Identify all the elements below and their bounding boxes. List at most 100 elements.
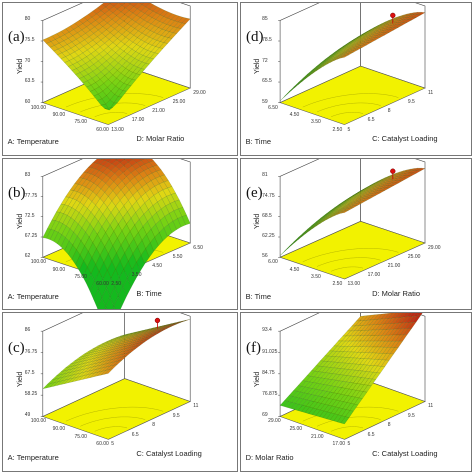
z-tick-label: 74.75 [262,192,275,199]
x-tick-label: 90.00 [52,266,66,273]
x-tick-label: 75.00 [74,119,87,126]
x-tick-label: 17.00 [332,441,346,448]
floor-contour [80,416,146,427]
z-tick-label: 63.5 [24,78,35,85]
y-tick-label: 9.5 [172,412,180,419]
z-tick-label: 59 [262,98,268,105]
surface-mesh [42,159,191,309]
x-axis-title: B: Time [245,137,272,147]
y-axis-title: B: Time [136,288,162,298]
z-tick-label: 67.25 [24,233,38,239]
panel-label: (d) [246,29,264,46]
floor-contour [94,426,128,432]
y-tick-label: 21.00 [387,263,401,269]
x-axis-title: A: Temperature [7,137,59,147]
z-axis-title: Yield [16,213,24,229]
z-axis-title: Yield [254,371,262,387]
z-tick-label: 68.5 [262,212,272,219]
y-tick-label: 11 [428,403,434,410]
y-tick-label: 11 [193,403,199,410]
x-tick-label: 3.50 [311,273,321,280]
z-tick-label: 85 [262,16,268,23]
panel-label: (f) [246,340,261,357]
z-tick-label: 77.75 [24,192,38,199]
z-axis-title: Yield [16,371,24,387]
x-tick-label: 100.00 [30,418,47,425]
y-tick-label: 6.5 [367,431,375,438]
panel-label: (e) [246,185,263,201]
y-axis-title: C: Catalyst Loading [136,449,202,459]
x-tick-label: 100.00 [30,259,47,266]
floor-plane [42,378,191,440]
x-tick-label: 3.50 [311,119,321,126]
y-axis-title: D: Molar Ratio [372,288,421,298]
panel-d: 85 78.5 72 65.5 59 6.50 4.50 3.50 2.50 5 6.5 8 9.5 11… [240,2,472,156]
surface-plot [40,159,192,309]
y-tick-label: 9.5 [407,99,415,106]
floor-contour [331,266,364,272]
surface-mesh [279,313,423,425]
panel-c: 86 76.75 67.5 58.25 49 100.00 90.00 75.00 60.00 5… [2,312,238,472]
y-tick-label: 4.50 [152,263,162,269]
design-point-marker [390,12,396,19]
panel-f: 93.4 91.025 84.75 76.875 69 29.00 25.00 21.00 17… [240,312,472,472]
z-tick-label: 91.025 [262,348,278,355]
x-tick-label: 60.00 [96,281,109,287]
x-axis-title: A: Temperature [7,291,59,301]
z-axis-title: Yield [16,58,24,74]
floor-plane [279,220,426,280]
x-tick-label: 29.00 [268,418,281,425]
y-tick-label: 5 [347,441,351,448]
floor-contour [302,248,399,263]
surface-plot [278,313,426,440]
x-tick-label: 75.00 [74,433,87,440]
surface-plot [278,3,426,125]
floor-contour [65,406,164,422]
z-tick-label: 62 [24,253,31,260]
y-axis-title: C: Catalyst Loading [372,134,438,144]
x-tick-label: 100.00 [30,104,47,111]
x-tick-label: 90.00 [52,111,66,118]
y-tick-label: 5.50 [172,254,183,260]
z-tick-label: 56 [262,253,268,260]
y-tick-label: 5 [347,126,351,133]
y-tick-label: 11 [428,90,434,97]
y-tick-label: 5 [111,441,115,448]
panel-label: (a) [8,29,25,46]
z-tick-label: 76.875 [262,391,278,398]
z-tick-label: 69 [262,412,268,419]
z-tick-label: 70 [24,57,31,64]
panel-b: 83 77.75 72.5 67.25 62 100.00 90.00 75.00 60.00 2… [2,158,238,310]
floor-contour [331,112,364,118]
z-tick-label: 75.5 [24,37,35,43]
floor-contour [316,257,381,267]
y-tick-label: 29.00 [428,245,441,251]
surface-mesh [280,12,426,101]
x-tick-label: 90.00 [52,426,66,433]
y-tick-label: 25.00 [172,99,186,106]
z-tick-label: 65.5 [262,78,272,85]
x-tick-label: 2.50 [332,281,343,287]
surface-plot [278,159,426,280]
z-tick-label: 78.5 [262,37,272,43]
surface-mesh [42,3,191,111]
y-tick-label: 21.00 [152,108,165,115]
surface-mesh [280,167,426,256]
floor-contour [331,426,364,432]
surface-plot [40,313,191,440]
x-axis-title: A: Temperature [7,452,59,462]
z-tick-label: 72 [262,57,268,64]
z-tick-label: 76.75 [24,348,38,355]
x-tick-label: 4.50 [289,266,300,273]
z-tick-label: 62.25 [262,233,275,239]
z-tick-label: 93.4 [262,327,272,334]
y-axis-title: D: Molar Ratio [136,134,185,144]
y-tick-label: 3.50 [131,272,142,278]
y-tick-label: 17.00 [131,117,145,124]
z-tick-label: 72.5 [24,212,35,219]
z-axis-title: Yield [254,213,262,229]
x-tick-label: 21.00 [311,433,324,440]
z-tick-label: 80 [24,16,31,23]
y-tick-label: 9.5 [407,412,415,419]
y-tick-label: 6.50 [193,245,203,251]
